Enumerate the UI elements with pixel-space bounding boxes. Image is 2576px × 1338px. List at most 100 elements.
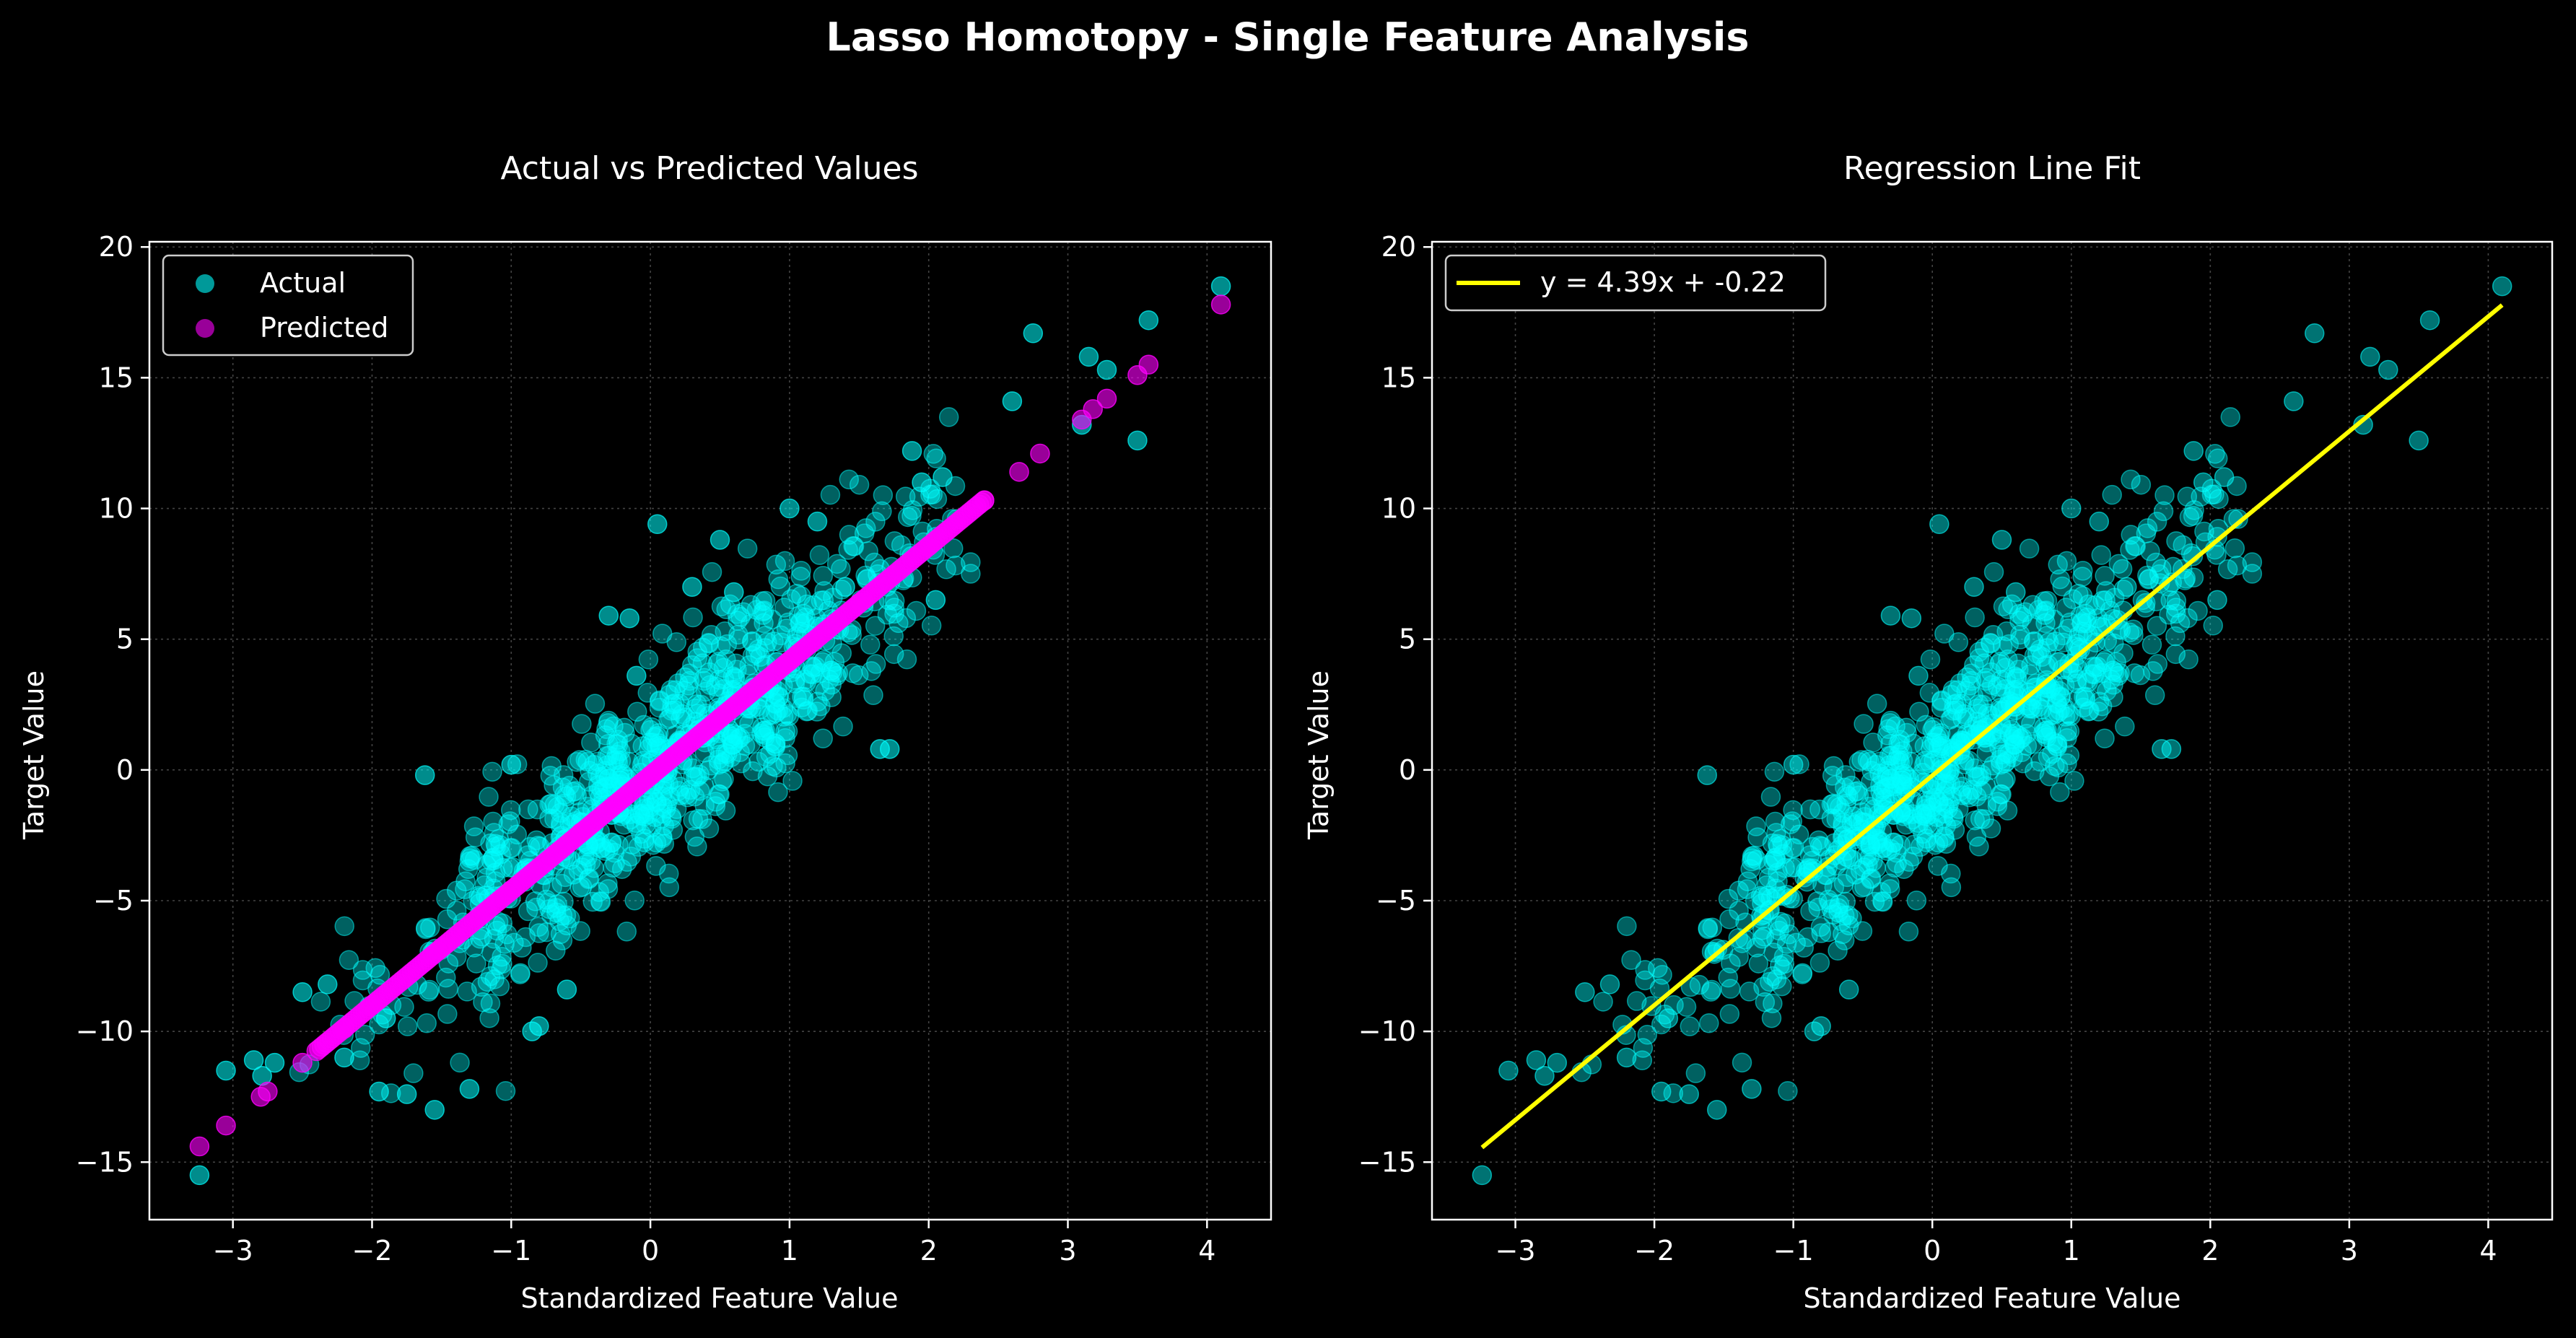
- actual-point: [292, 982, 313, 1002]
- actual-point: [352, 970, 373, 991]
- actual-point: [1975, 776, 1996, 796]
- actual-point: [466, 953, 486, 974]
- actual-point: [396, 1084, 417, 1104]
- actual-point: [334, 1047, 354, 1068]
- y-tick-label: 15: [99, 362, 134, 393]
- actual-point: [692, 809, 712, 829]
- actual-point: [1679, 1084, 1699, 1104]
- legend-marker-actual: [196, 274, 214, 293]
- actual-point: [912, 472, 932, 493]
- actual-point: [780, 498, 800, 519]
- actual-point: [1941, 863, 1961, 884]
- actual-point: [1944, 820, 1965, 840]
- actual-point: [1719, 1004, 1740, 1024]
- actual-point: [1919, 683, 1940, 703]
- actual-point: [2095, 728, 2115, 749]
- actual-point: [2217, 559, 2238, 580]
- predicted-point: [362, 995, 383, 1015]
- actual-point: [554, 891, 574, 912]
- predicted-point: [1083, 399, 1103, 419]
- actual-point: [243, 1050, 264, 1070]
- actual-point: [699, 633, 720, 654]
- actual-point: [884, 603, 904, 624]
- fit-line: [1480, 303, 2504, 1150]
- actual-point: [666, 799, 687, 819]
- actual-point: [891, 535, 912, 556]
- actual-point: [1884, 832, 1904, 852]
- actual-point: [1002, 391, 1023, 411]
- actual-point: [339, 950, 359, 971]
- actual-point: [1842, 908, 1862, 929]
- actual-point: [2112, 559, 2133, 580]
- actual-point: [925, 590, 946, 611]
- actual-point: [2005, 582, 2026, 603]
- panel-title: Actual vs Predicted Values: [500, 150, 918, 187]
- actual-point: [416, 918, 436, 938]
- actual-point: [603, 716, 624, 737]
- actual-point: [1729, 947, 1749, 967]
- legend-label-fit-line: y = 4.39x + -0.22: [1540, 266, 1786, 298]
- actual-point: [1863, 733, 1883, 753]
- actual-point: [2183, 441, 2204, 461]
- actual-point: [813, 728, 833, 749]
- actual-point: [815, 681, 835, 701]
- actual-point: [658, 863, 679, 884]
- actual-point: [1948, 632, 1969, 652]
- actual-point: [1885, 716, 1905, 737]
- actual-point: [2072, 567, 2092, 587]
- y-tick-label: −5: [1376, 885, 1416, 917]
- actual-point: [616, 921, 637, 942]
- actual-point: [865, 512, 886, 532]
- actual-point: [572, 714, 592, 734]
- actual-point: [725, 668, 745, 688]
- actual-point: [1210, 276, 1231, 297]
- actual-point: [769, 686, 790, 707]
- actual-point: [550, 803, 571, 823]
- x-tick-label: 1: [2063, 1235, 2080, 1267]
- actual-point: [2141, 634, 2162, 655]
- actual-point: [1908, 665, 1929, 686]
- actual-point: [883, 626, 904, 647]
- predicted-point: [640, 766, 660, 786]
- actual-point: [1965, 607, 1985, 628]
- actual-point: [682, 577, 702, 597]
- series-layer: [189, 276, 1231, 1186]
- actual-point: [2207, 590, 2227, 611]
- actual-point: [849, 474, 870, 495]
- actual-point: [927, 489, 948, 510]
- actual-point: [590, 891, 611, 912]
- predicted-point: [1138, 354, 1159, 375]
- actual-point: [529, 1016, 549, 1036]
- actual-point: [2160, 590, 2180, 611]
- actual-point: [1920, 649, 1941, 670]
- actual-point: [743, 761, 763, 782]
- y-axis-label: Target Value: [18, 670, 50, 840]
- actual-point: [479, 787, 499, 807]
- actual-point: [897, 507, 918, 528]
- actual-point: [501, 754, 522, 775]
- actual-point: [2378, 359, 2398, 380]
- actual-point: [724, 582, 744, 603]
- actual-point: [2077, 613, 2097, 634]
- predicted-point: [432, 937, 452, 958]
- predicted-point: [501, 880, 522, 901]
- actual-point: [638, 649, 659, 670]
- actual-point: [2284, 391, 2304, 411]
- actual-point: [692, 653, 713, 673]
- actual-point: [539, 794, 559, 815]
- actual-point: [906, 600, 927, 621]
- actual-point: [1599, 974, 1620, 994]
- actual-point: [1138, 310, 1159, 331]
- actual-point: [961, 552, 981, 572]
- actual-point: [683, 758, 703, 779]
- actual-point: [2214, 467, 2235, 487]
- actual-point: [403, 1063, 424, 1083]
- actual-point: [546, 940, 566, 961]
- actual-point: [2209, 489, 2229, 510]
- actual-point: [2170, 613, 2191, 634]
- actual-point: [1851, 750, 1872, 770]
- actual-point: [791, 561, 811, 581]
- x-tick-label: 3: [2341, 1235, 2358, 1267]
- actual-point: [601, 833, 621, 853]
